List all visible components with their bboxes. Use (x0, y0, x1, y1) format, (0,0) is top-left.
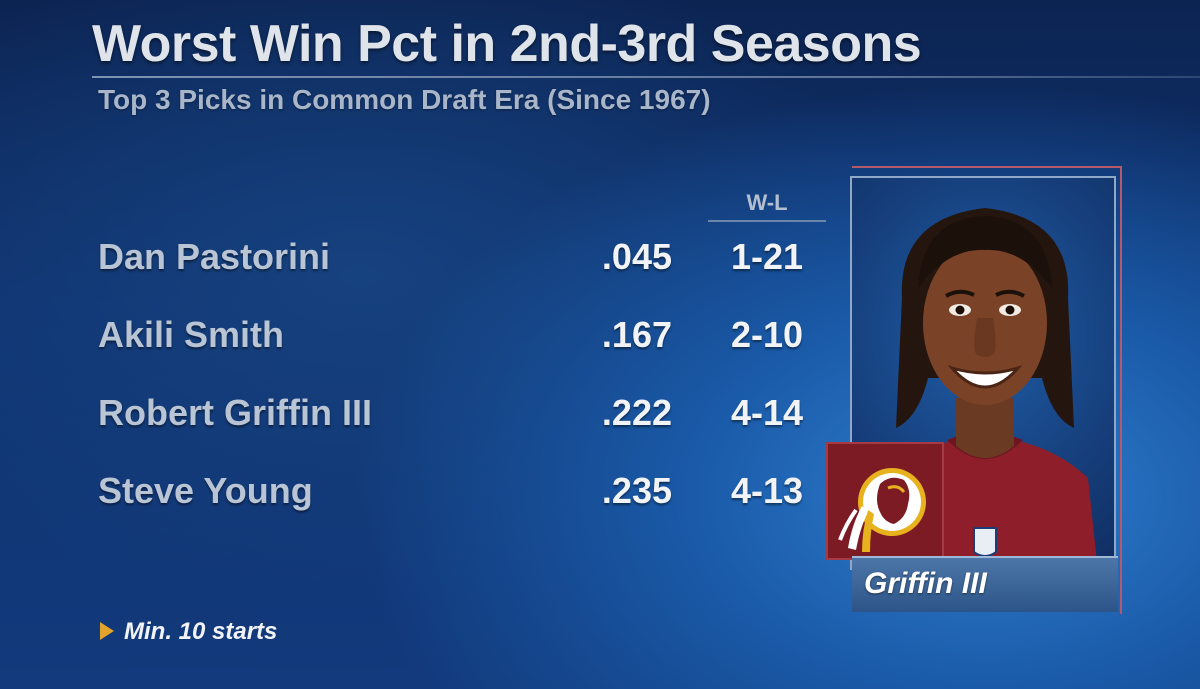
play-triangle-icon (100, 622, 114, 640)
title-divider (92, 76, 1200, 78)
wl-column-underline (708, 220, 826, 222)
photo-frame-accent (852, 166, 1122, 614)
win-loss-record: 4-13 (730, 470, 804, 511)
player-name: Robert Griffin III (98, 392, 372, 433)
win-loss-record: 4-14 (730, 392, 804, 433)
win-loss-record: 1-21 (730, 236, 804, 277)
footnote: Min. 10 starts (100, 618, 277, 646)
redskins-logo-icon (826, 442, 944, 560)
win-pct: .222 (601, 392, 672, 433)
footnote-text: Min. 10 starts (124, 618, 278, 645)
win-pct: .235 (601, 470, 672, 511)
player-name: Steve Young (98, 470, 313, 511)
stat-row: Steve Young .235 4-13 (0, 470, 840, 520)
win-pct: .045 (601, 236, 672, 277)
graphic-title: Worst Win Pct in 2nd-3rd Seasons (92, 15, 922, 73)
win-loss-record: 2-10 (730, 314, 804, 355)
player-name: Akili Smith (98, 314, 285, 355)
player-nameplate: Griffin III (852, 556, 1118, 612)
player-name: Dan Pastorini (98, 236, 331, 277)
win-pct: .167 (601, 314, 672, 355)
graphic-subtitle: Top 3 Picks in Common Draft Era (Since 1… (98, 84, 711, 115)
stat-row: Akili Smith .167 2-10 (0, 314, 840, 364)
stat-row: Dan Pastorini .045 1-21 (0, 236, 840, 286)
wl-column-header: W-L (746, 190, 788, 215)
stat-row: Robert Griffin III .222 4-14 (0, 392, 840, 442)
player-caption: Griffin III (864, 567, 987, 600)
